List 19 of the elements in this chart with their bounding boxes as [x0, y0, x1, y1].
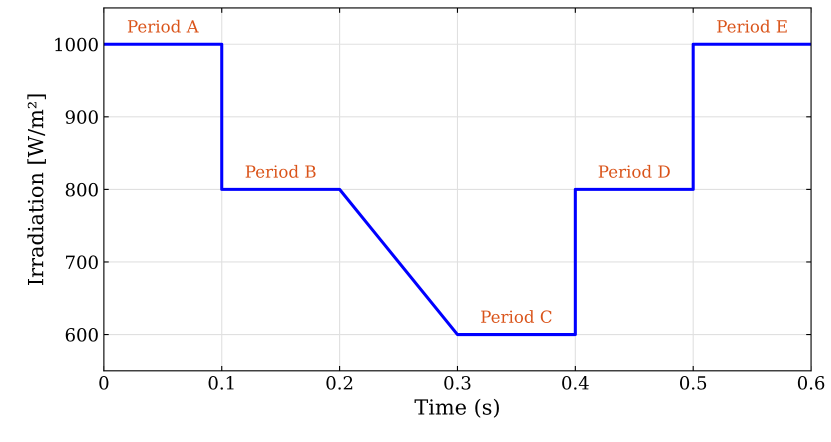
y-tick-label: 800 [66, 182, 98, 197]
annotation: Period A [128, 20, 199, 33]
x-tick-label: 0.6 [798, 376, 824, 390]
y-tick-label: 900 [66, 110, 98, 124]
y-tick-label: 600 [66, 328, 98, 342]
annotation: Period E [717, 20, 787, 33]
annotation: Period B [246, 164, 316, 178]
x-tick-label: 0.3 [444, 376, 470, 390]
x-tick-label: 0.4 [562, 376, 589, 390]
x-tick-label: 0.2 [326, 376, 352, 390]
x-axis-title: Time (s) [414, 398, 499, 418]
y-tick-label: 700 [66, 255, 98, 270]
x-tick-label: 0.1 [208, 376, 234, 390]
annotation: Period C [481, 310, 552, 323]
y-axis-title: Irradiation [W/m²] [27, 94, 46, 285]
annotation: Period D [598, 164, 670, 178]
x-tick-label: 0.5 [680, 376, 706, 390]
y-tick-label: 1000 [55, 38, 98, 52]
x-tick-label: 0 [99, 376, 108, 390]
